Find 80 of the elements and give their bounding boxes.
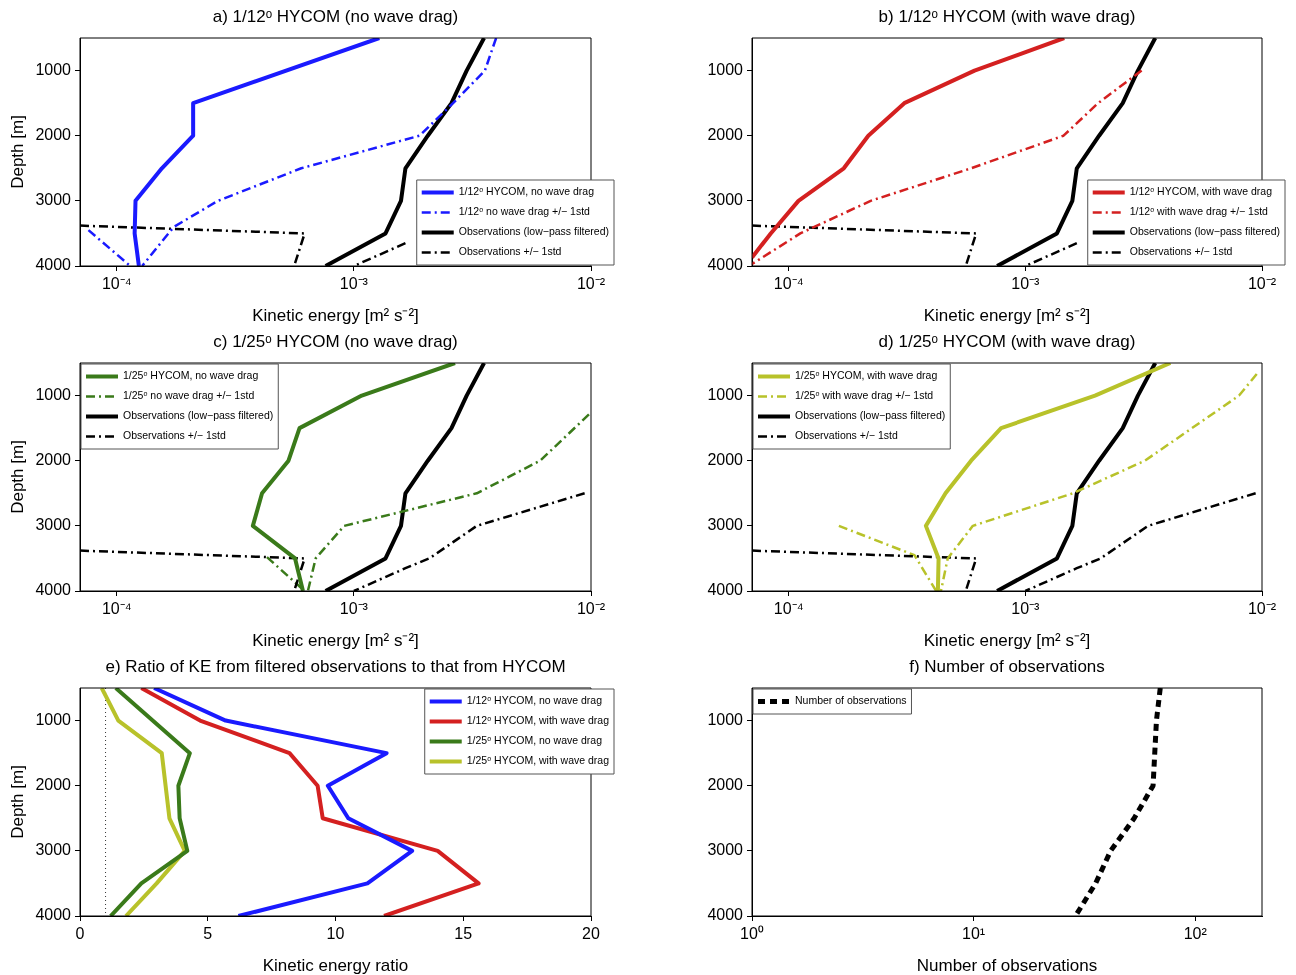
y-tick-label: 2000	[35, 776, 72, 794]
y-axis-title: Depth [m]	[7, 765, 27, 839]
legend-label: 1/25ᵒ HYCOM, with wave drag	[466, 754, 610, 767]
y-tick-label: 3000	[35, 516, 72, 534]
x-tick-label: 10⁻⁴	[773, 275, 804, 293]
x-axis-title: Kinetic energy [m² s⁻²]	[923, 305, 1091, 325]
y-tick-label: 3000	[707, 191, 744, 209]
chart-title: a) 1/12ᵒ HYCOM (no wave drag)	[212, 6, 459, 26]
y-tick-label: 1000	[707, 60, 744, 78]
legend-label: Observations (low−pass filtered)	[458, 225, 610, 238]
y-tick-label: 1000	[35, 710, 72, 728]
x-axis-title: Kinetic energy [m² s⁻²]	[923, 630, 1091, 650]
y-tick-label: 3000	[35, 191, 72, 209]
legend-label: Observations (low−pass filtered)	[123, 409, 274, 422]
x-tick-label: 15	[454, 925, 473, 943]
legend-label: 1/12ᵒ HYCOM, no wave drag	[458, 185, 595, 198]
x-tick-label: 10⁻⁴	[773, 600, 804, 618]
x-tick-label: 10⁻³	[1011, 600, 1041, 618]
x-axis-title: Kinetic energy ratio	[262, 955, 409, 975]
legend-label: 1/25ᵒ HYCOM, with wave drag	[795, 369, 938, 382]
x-tick-label: 10⁻³	[339, 275, 369, 293]
y-tick-label: 3000	[707, 841, 744, 859]
legend-label: 1/12ᵒ HYCOM, with wave drag	[466, 714, 610, 727]
y-tick-label: 2000	[707, 126, 744, 144]
y-tick-label: 1000	[707, 385, 744, 403]
x-axis-title: Kinetic energy [m² s⁻²]	[252, 305, 419, 325]
x-tick-label: 10⁻⁴	[101, 275, 132, 293]
legend-label: 1/25ᵒ HYCOM, no wave drag	[466, 734, 603, 747]
x-tick-label: 0	[75, 925, 85, 943]
x-tick-label: 10⁻²	[576, 600, 606, 618]
x-axis-title: Number of observations	[916, 955, 1098, 975]
x-tick-label: 10⁻²	[1247, 600, 1277, 618]
y-tick-label: 2000	[707, 776, 744, 794]
y-tick-label: 1000	[35, 385, 72, 403]
x-tick-label: 20	[582, 925, 600, 943]
y-axis-title: Depth [m]	[7, 115, 27, 189]
x-tick-label: 10⁻²	[1247, 275, 1277, 293]
y-tick-label: 1000	[707, 710, 744, 728]
x-tick-label: 5	[203, 925, 213, 943]
chart-title: b) 1/12ᵒ HYCOM (with wave drag)	[878, 6, 1136, 26]
chart-title: f) Number of observations	[909, 656, 1105, 676]
legend-label: Observations (low−pass filtered)	[795, 409, 946, 422]
x-tick-label: 10⁻²	[576, 275, 606, 293]
legend-label: Number of observations	[795, 694, 907, 707]
y-tick-label: 2000	[35, 126, 72, 144]
chart-title: d) 1/25ᵒ HYCOM (with wave drag)	[878, 331, 1136, 351]
y-tick-label: 4000	[35, 256, 72, 274]
legend-label: 1/25ᵒ no wave drag +/− 1std	[123, 389, 255, 402]
legend-label: Observations (low−pass filtered)	[1129, 225, 1281, 238]
y-tick-label: 4000	[707, 581, 744, 599]
legend-label: Observations +/− 1std	[795, 429, 898, 442]
chart-title: e) Ratio of KE from filtered observations to that from HYCOM	[105, 656, 566, 676]
y-tick-label: 1000	[35, 60, 72, 78]
x-tick-label: 10¹	[962, 925, 986, 943]
legend-label: 1/12ᵒ no wave drag +/− 1std	[458, 205, 591, 218]
y-tick-label: 4000	[35, 906, 72, 924]
y-tick-label: 3000	[707, 516, 744, 534]
x-tick-label: 10²	[1183, 925, 1208, 943]
legend-label: 1/25ᵒ with wave drag +/− 1std	[795, 389, 934, 402]
legend-label: Observations +/− 1std	[123, 429, 226, 442]
y-tick-label: 2000	[707, 451, 744, 469]
x-tick-label: 10⁻⁴	[101, 600, 132, 618]
x-tick-label: 10	[326, 925, 345, 943]
x-tick-label: 10⁰	[740, 925, 764, 943]
chart-title: c) 1/25ᵒ HYCOM (no wave drag)	[213, 331, 458, 351]
x-tick-label: 10⁻³	[339, 600, 369, 618]
legend-label: 1/12ᵒ HYCOM, no wave drag	[466, 694, 603, 707]
y-tick-label: 4000	[707, 906, 744, 924]
x-tick-label: 10⁻³	[1011, 275, 1041, 293]
legend-label: 1/12ᵒ with wave drag +/− 1std	[1129, 205, 1269, 218]
y-tick-label: 4000	[707, 256, 744, 274]
y-tick-label: 4000	[35, 581, 72, 599]
x-axis-title: Kinetic energy [m² s⁻²]	[252, 630, 419, 650]
legend-label: 1/12ᵒ HYCOM, with wave drag	[1129, 185, 1273, 198]
legend-label: 1/25ᵒ HYCOM, no wave drag	[123, 369, 259, 382]
legend-label: Observations +/− 1std	[1129, 245, 1233, 258]
y-tick-label: 2000	[35, 451, 72, 469]
y-axis-title: Depth [m]	[7, 440, 27, 514]
legend-label: Observations +/− 1std	[458, 245, 562, 258]
y-tick-label: 3000	[35, 841, 72, 859]
